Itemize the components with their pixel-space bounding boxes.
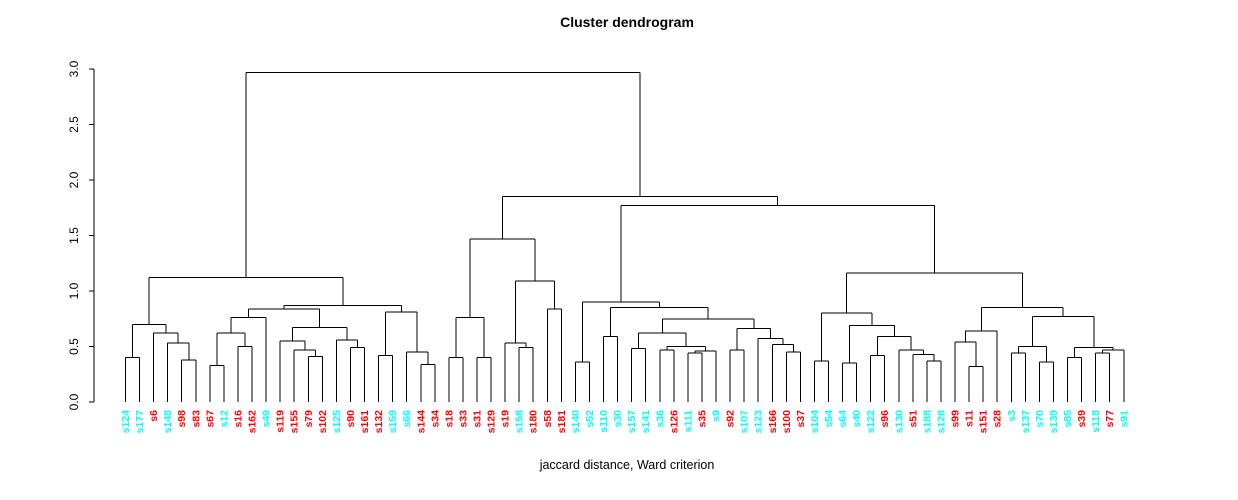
leaf-label: s140 (570, 410, 582, 434)
y-axis-tick-label: 1.0 (67, 282, 81, 299)
leaf-label: s161 (359, 410, 371, 434)
leaf-label: s83 (190, 410, 202, 428)
y-axis-tick-label: 2.5 (67, 116, 81, 133)
leaf-label: s11 (964, 410, 976, 427)
leaf-label: s180 (528, 410, 540, 434)
leaf-label: s52 (584, 410, 596, 428)
leaf-label: s107 (739, 410, 751, 434)
leaf-label: s119 (275, 410, 287, 433)
leaf-label: s104 (809, 410, 821, 434)
leaf-label: s67 (204, 410, 216, 428)
leaf-label: s12 (218, 410, 230, 428)
leaf-label: s166 (767, 410, 779, 434)
leaf-label: s158 (514, 410, 526, 434)
leaf-label: s9 (711, 410, 723, 422)
leaf-label: s129 (486, 410, 498, 434)
y-axis-tick-label: 3.0 (67, 60, 81, 77)
leaf-label: s102 (317, 410, 329, 434)
leaf-label: s144 (415, 410, 427, 434)
leaf-label: s130 (893, 410, 905, 434)
leaf-label: s6 (148, 410, 160, 422)
leaf-label: s155 (289, 410, 301, 434)
leaf-label: s162 (247, 410, 259, 434)
leaf-label: s92 (725, 410, 737, 428)
leaf-label: s118 (1090, 410, 1102, 433)
y-axis-tick-label: 2.0 (67, 171, 81, 188)
leaf-label: s98 (176, 410, 188, 428)
leaf-label: s77 (1104, 410, 1116, 428)
leaf-label: s19 (500, 410, 512, 428)
leaf-label: s139 (1048, 410, 1060, 434)
leaf-label: s151 (978, 410, 990, 434)
leaf-label: s91 (1118, 410, 1130, 428)
leaf-label: s111 (682, 410, 694, 432)
leaf-label: s126 (668, 410, 680, 434)
leaf-label: s124 (120, 410, 132, 434)
leaf-label: s28 (992, 410, 1004, 428)
leaf-label: s177 (134, 410, 146, 434)
leaf-label: s157 (626, 410, 638, 434)
leaf-label: s3 (1006, 410, 1018, 422)
leaf-label: s148 (162, 410, 174, 434)
leaf-label: s16 (232, 410, 244, 428)
leaf-label: s125 (331, 410, 343, 434)
leaf-label: s188 (921, 410, 933, 434)
leaf-label: s54 (823, 410, 835, 428)
leaf-label: s58 (542, 410, 554, 428)
x-axis-caption: jaccard distance, Ward criterion (539, 458, 715, 472)
leaf-label: s132 (373, 410, 385, 434)
leaf-label: s123 (753, 410, 765, 434)
leaf-label: s34 (429, 410, 441, 428)
leaf-label: s51 (907, 410, 919, 428)
leaf-label: s96 (879, 410, 891, 428)
leaf-label: s90 (345, 410, 357, 428)
leaf-label: s36 (654, 410, 666, 428)
leaf-label: s35 (696, 410, 708, 428)
leaf-label: s141 (640, 410, 652, 434)
leaf-label: s100 (781, 410, 793, 434)
leaf-label: s64 (837, 410, 849, 428)
leaf-label: s33 (457, 410, 469, 428)
y-axis-tick-label: 0.5 (67, 338, 81, 355)
leaf-label: s49 (261, 410, 273, 428)
leaf-label: s39 (1076, 410, 1088, 428)
leaf-label: s40 (851, 410, 863, 428)
leaf-label: s66 (401, 410, 413, 428)
leaf-label: s99 (950, 410, 962, 428)
leaf-label: s31 (472, 410, 484, 428)
leaf-label: s128 (935, 410, 947, 434)
leaf-label: s181 (556, 410, 568, 434)
y-axis-tick-label: 0.0 (67, 393, 81, 410)
plot-title: Cluster dendrogram (560, 14, 694, 30)
leaf-label: s37 (795, 410, 807, 428)
leaf-label: s85 (1062, 410, 1074, 428)
leaf-label: s122 (865, 410, 877, 434)
leaf-label: s110 (598, 410, 610, 433)
leaf-label: s70 (1034, 410, 1046, 428)
y-axis-tick-label: 1.5 (67, 227, 81, 244)
leaf-label: s79 (303, 410, 315, 428)
leaf-label: s18 (443, 410, 455, 428)
leaf-label: s30 (612, 410, 624, 428)
leaf-label: s159 (387, 410, 399, 434)
leaf-label: s137 (1020, 410, 1032, 434)
